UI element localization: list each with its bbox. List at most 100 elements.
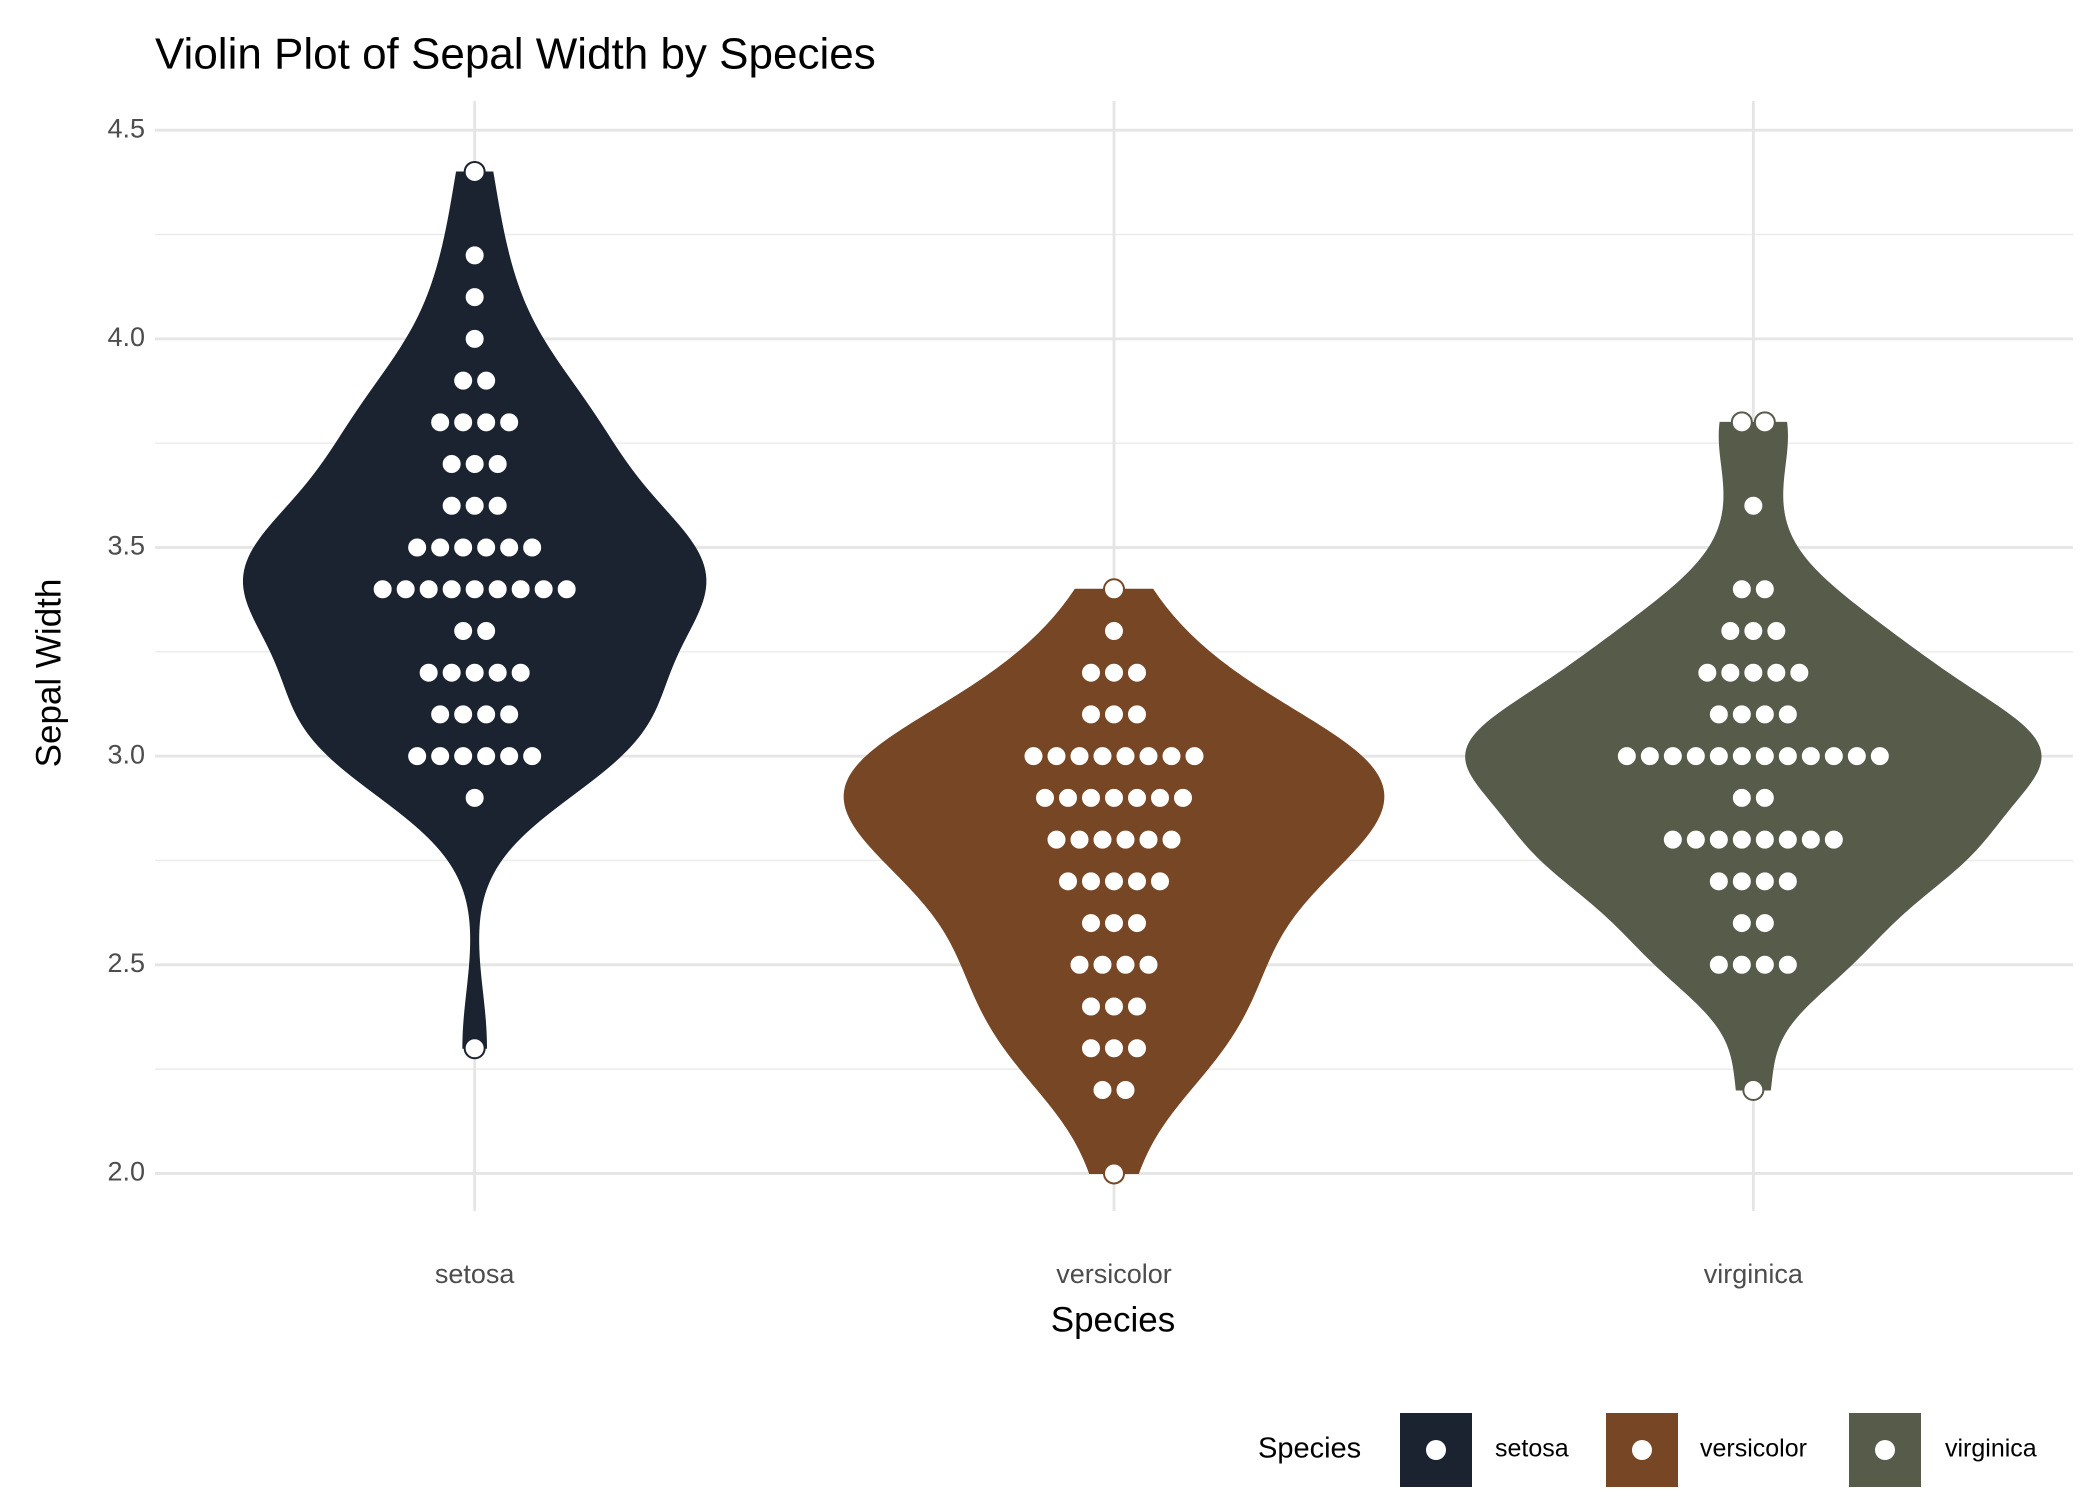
data-dot [1661,828,1684,851]
data-dot [1080,661,1102,684]
data-dot [463,1037,486,1060]
data-dot [1661,745,1684,768]
data-dot [1707,745,1730,768]
data-dot [486,494,509,517]
data-dot [1730,912,1753,935]
data-dot [1126,1037,1148,1060]
data-dot [1068,953,1091,976]
data-dot [1045,828,1068,851]
data-dot [452,369,475,392]
data-dot [1103,1162,1125,1185]
data-dot [1126,786,1148,809]
data-dot [463,578,486,601]
data-dot [1103,1037,1125,1060]
data-dot [1719,619,1742,642]
legend-label: versicolor [1700,1435,1807,1463]
data-dot [1799,828,1822,851]
data-dot [394,578,417,601]
data-dot [1183,745,1206,768]
data-dot [1730,786,1753,809]
data-dot [1114,828,1137,851]
y-tick-label: 4.5 [107,113,145,143]
data-dot [1868,745,1891,768]
data-dot [1103,578,1125,601]
violin [1465,421,2042,1091]
data-dot [1753,578,1776,601]
data-dot [1776,703,1799,726]
data-dot [509,661,532,684]
data-dot [1707,870,1730,893]
data-dot [509,578,532,601]
data-dot [429,536,452,559]
data-dot [1080,1037,1102,1060]
chart-title: Violin Plot of Sepal Width by Species [155,30,876,79]
data-dot [1137,953,1160,976]
data-dot [452,619,475,642]
data-dot [1753,912,1776,935]
data-dot [1753,828,1776,851]
x-axis-title: Species [1051,1300,1176,1339]
y-tick-label: 3.0 [107,739,145,769]
data-dot [1114,745,1137,768]
data-dot [463,244,486,267]
data-dot [1103,619,1125,642]
data-dot [1091,953,1114,976]
data-dot [1022,745,1045,768]
data-dot [1149,870,1171,893]
legend-key-dot [1875,1440,1895,1460]
data-dot [1730,953,1753,976]
data-dot [1126,870,1148,893]
data-dot [1730,828,1753,851]
data-dot [406,745,429,768]
data-dot [498,745,521,768]
data-dot [1080,703,1102,726]
data-dot [1799,745,1822,768]
data-dot [440,494,463,517]
data-dot [1742,494,1765,517]
data-dot [532,578,555,601]
data-dot [1114,1078,1137,1101]
data-dot [486,661,509,684]
legend-label: setosa [1495,1435,1569,1463]
data-dot [1068,745,1091,768]
data-dot [1103,912,1125,935]
data-dot [1753,870,1776,893]
data-dot [1684,745,1707,768]
data-dot [1160,745,1183,768]
x-tick-label: setosa [435,1259,516,1289]
x-tick-label: versicolor [1056,1259,1172,1289]
data-dot [1091,1078,1114,1101]
data-dot [429,703,452,726]
data-dot [486,453,509,476]
data-dot [475,745,498,768]
data-dot [1080,786,1102,809]
data-dot [1776,870,1799,893]
data-dot [1730,411,1753,434]
data-dot [1638,745,1661,768]
data-dot [1753,786,1776,809]
data-dot [1753,953,1776,976]
data-dot [1707,703,1730,726]
data-dot [1776,745,1799,768]
data-dot [1615,745,1638,768]
plot-area [242,160,2042,1185]
data-dot [463,661,486,684]
data-dot [429,745,452,768]
data-dot [1103,786,1125,809]
data-dot [555,578,578,601]
data-dot [1091,745,1114,768]
data-dot [475,703,498,726]
data-dot [463,327,486,350]
y-tick-label: 3.5 [107,531,145,561]
data-dot [1822,745,1845,768]
data-dot [440,453,463,476]
violin [242,171,707,1049]
data-dot [1103,995,1125,1018]
data-dot [1103,703,1125,726]
data-dot [1057,870,1079,893]
data-dot [486,578,509,601]
data-dot [1034,786,1056,809]
data-dot [1137,745,1160,768]
data-dot [1719,661,1742,684]
